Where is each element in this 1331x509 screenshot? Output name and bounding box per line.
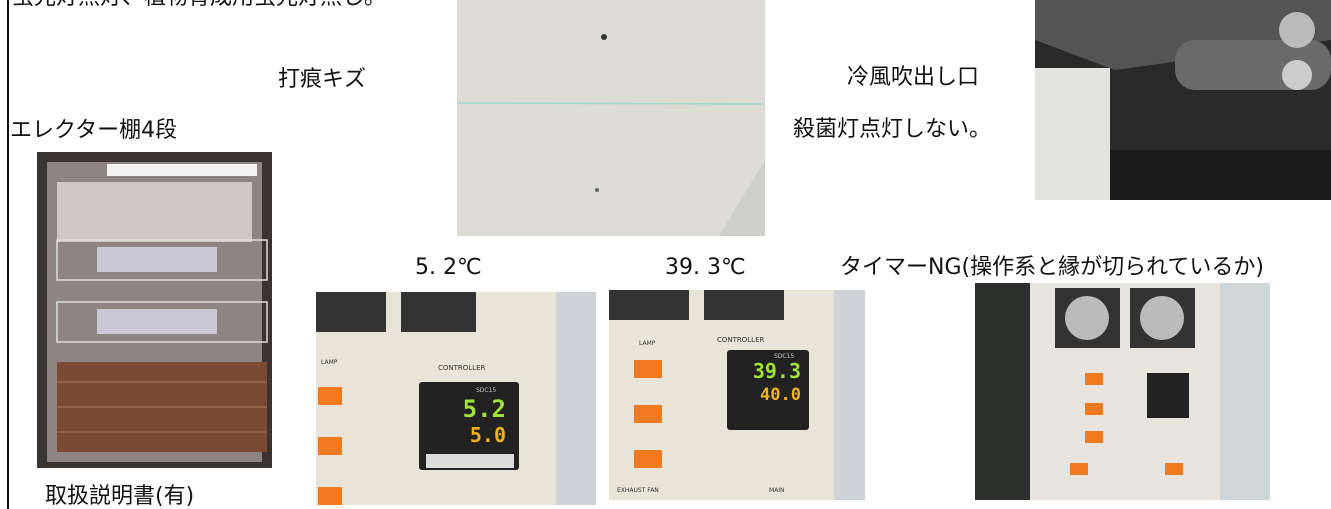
shelf-photo (37, 152, 272, 468)
caption: タイマーNG(操作系と縁が切られているか) (840, 255, 1265, 280)
caption: 5. 2℃ (415, 255, 482, 280)
caption: 打痕キズ (278, 67, 367, 92)
photo-text: MAIN (769, 487, 785, 494)
timer-photo (975, 283, 1270, 500)
sv-display: 40.0 (760, 385, 801, 405)
header-caption: 蛍光灯無灯、植物育成用蛍光灯無し。 (12, 0, 386, 9)
caption: 取扱説明書(有) (45, 484, 195, 509)
caption: エレクター棚4段 (10, 118, 178, 143)
photo-text: CONTROLLER (717, 336, 765, 344)
photo-text: LAMP (321, 359, 338, 366)
photo-text: LAMP (639, 340, 656, 347)
left-rule (7, 0, 9, 509)
pv-display: 5.2 (463, 395, 506, 423)
pv-display: 39.3 (753, 359, 801, 383)
panel-photo (457, 0, 765, 236)
vent-photo (1035, 0, 1331, 200)
photo-text: CONTROLLER (438, 364, 486, 372)
caption: 冷風吹出し口 (847, 65, 980, 90)
photo-text: SDC15 (476, 387, 496, 394)
caption: 39. 3℃ (665, 255, 746, 280)
controller-photo: LAMP CONTROLLER SDC15 5.2 5.0 (316, 292, 596, 505)
sv-display: 5.0 (470, 423, 506, 447)
controller-photo: LAMP CONTROLLER SDC15 39.3 40.0 EXHAUST … (609, 290, 865, 500)
photo-text: EXHAUST FAN (617, 487, 659, 494)
photo-text: SDC15 (774, 353, 794, 360)
caption: 殺菌灯点灯しない。 (793, 117, 992, 142)
